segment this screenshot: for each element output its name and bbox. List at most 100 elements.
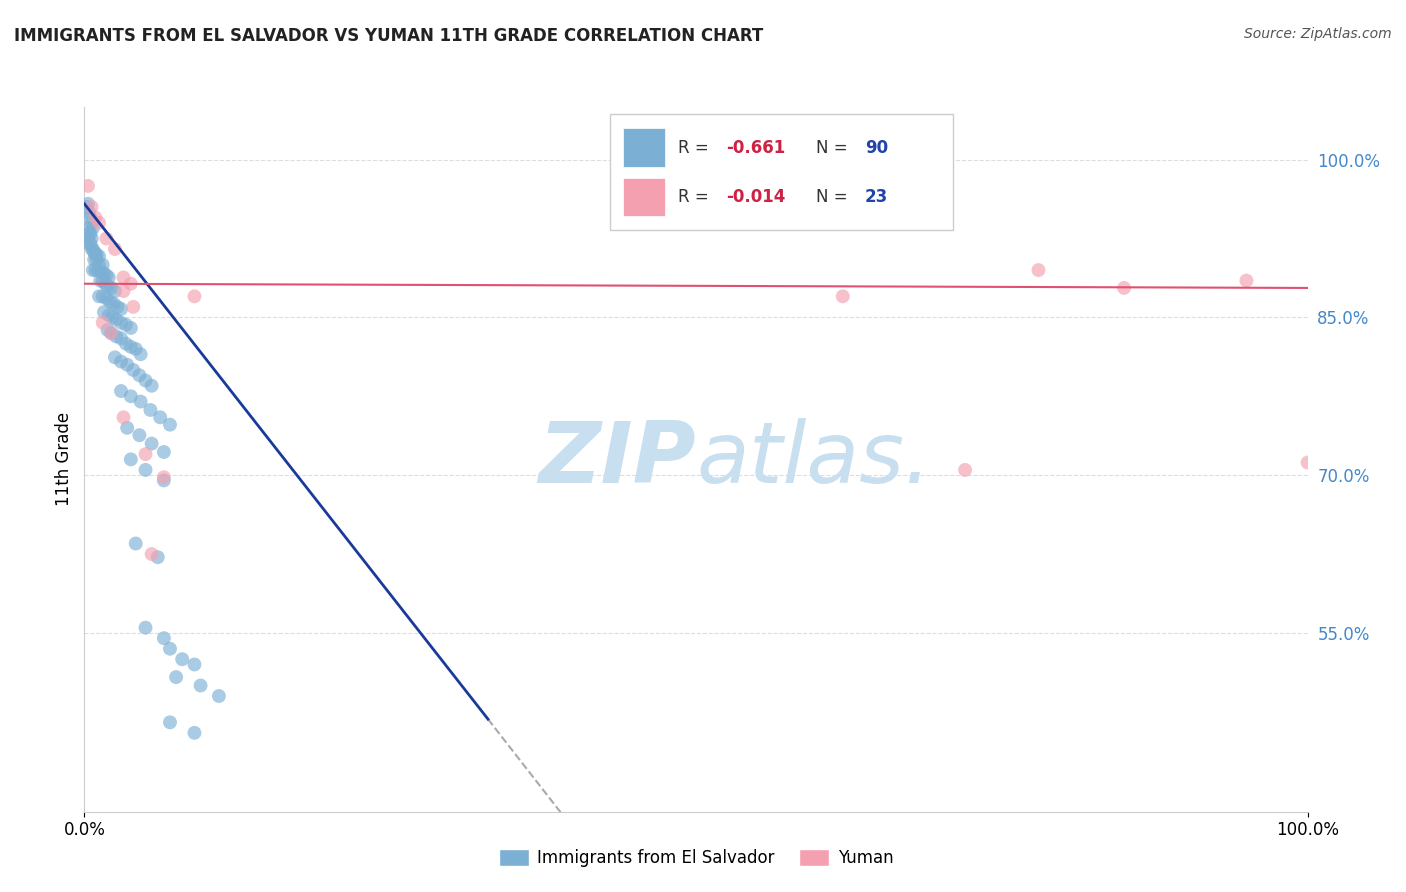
Point xyxy=(125,342,148,356)
Point xyxy=(97,308,120,322)
Y-axis label: 11th Grade: 11th Grade xyxy=(55,412,73,507)
Point xyxy=(84,247,107,261)
Point xyxy=(96,292,118,306)
Point xyxy=(149,410,172,425)
Point xyxy=(84,211,107,225)
Point xyxy=(103,296,125,310)
Point xyxy=(87,216,110,230)
Point xyxy=(120,452,142,467)
Point xyxy=(153,631,176,645)
Point xyxy=(91,258,114,272)
Point xyxy=(82,242,104,256)
Point xyxy=(125,536,148,550)
Point xyxy=(165,670,187,684)
Point xyxy=(120,321,142,335)
Point xyxy=(172,652,194,666)
Point xyxy=(93,266,115,280)
Point xyxy=(80,231,103,245)
Point xyxy=(86,247,108,261)
Point xyxy=(183,726,205,740)
Point xyxy=(79,226,101,240)
Point xyxy=(159,417,181,432)
Point xyxy=(91,316,114,330)
Point xyxy=(159,715,181,730)
Point xyxy=(77,196,100,211)
Point xyxy=(1296,456,1319,470)
Point xyxy=(128,428,150,442)
Point xyxy=(87,258,110,272)
Point xyxy=(100,326,122,341)
Point xyxy=(115,318,138,332)
Point xyxy=(953,463,976,477)
Point xyxy=(153,470,176,484)
Point xyxy=(91,289,114,303)
Text: N =: N = xyxy=(815,188,852,206)
Point xyxy=(87,289,110,303)
Point xyxy=(115,421,138,435)
Point xyxy=(208,689,231,703)
Point xyxy=(94,277,117,291)
FancyBboxPatch shape xyxy=(610,114,953,230)
Point xyxy=(87,263,110,277)
Point xyxy=(135,374,157,388)
Point xyxy=(183,289,205,303)
Text: Source: ZipAtlas.com: Source: ZipAtlas.com xyxy=(1244,27,1392,41)
Point xyxy=(97,278,120,293)
Legend: Immigrants from El Salvador, Yuman: Immigrants from El Salvador, Yuman xyxy=(492,842,900,874)
Text: 90: 90 xyxy=(865,139,889,157)
Point xyxy=(77,221,100,235)
Point xyxy=(83,245,105,260)
Point xyxy=(1114,281,1136,295)
Point xyxy=(80,216,103,230)
Point xyxy=(141,378,163,392)
Point xyxy=(128,368,150,383)
Point xyxy=(104,351,127,365)
Point xyxy=(120,389,142,403)
Point xyxy=(86,252,108,267)
Point xyxy=(115,358,138,372)
Point xyxy=(77,178,100,193)
Point xyxy=(190,679,212,693)
Point xyxy=(141,436,163,450)
Point xyxy=(110,331,132,345)
Point xyxy=(77,226,100,240)
Point xyxy=(135,463,157,477)
Point xyxy=(96,231,118,245)
Bar xyxy=(623,178,665,216)
Point xyxy=(135,621,157,635)
Point xyxy=(104,284,127,298)
Point xyxy=(183,657,205,672)
Text: -0.014: -0.014 xyxy=(727,188,786,206)
Point xyxy=(122,300,145,314)
Point xyxy=(110,384,132,398)
Point xyxy=(93,305,115,319)
Point xyxy=(115,336,138,351)
Point xyxy=(1236,274,1258,288)
Point xyxy=(159,641,181,656)
Point xyxy=(100,281,122,295)
Point xyxy=(146,550,169,565)
Point xyxy=(139,403,162,417)
Text: IMMIGRANTS FROM EL SALVADOR VS YUMAN 11TH GRADE CORRELATION CHART: IMMIGRANTS FROM EL SALVADOR VS YUMAN 11T… xyxy=(14,27,763,45)
Point xyxy=(98,294,121,309)
Point xyxy=(105,329,128,343)
Point xyxy=(100,326,122,341)
Point xyxy=(104,242,127,256)
Point xyxy=(105,300,128,314)
Point xyxy=(141,547,163,561)
Point xyxy=(153,474,176,488)
Point xyxy=(1028,263,1050,277)
Point xyxy=(97,270,120,285)
Point xyxy=(82,221,104,235)
Point xyxy=(112,410,135,425)
Point xyxy=(79,211,101,225)
Point xyxy=(135,447,157,461)
Text: ZIP: ZIP xyxy=(538,417,696,501)
Point xyxy=(96,268,118,283)
Point xyxy=(90,265,112,279)
Point xyxy=(153,445,176,459)
Point xyxy=(80,242,103,256)
Text: R =: R = xyxy=(678,139,714,157)
Point xyxy=(129,347,152,361)
Point xyxy=(97,323,120,337)
